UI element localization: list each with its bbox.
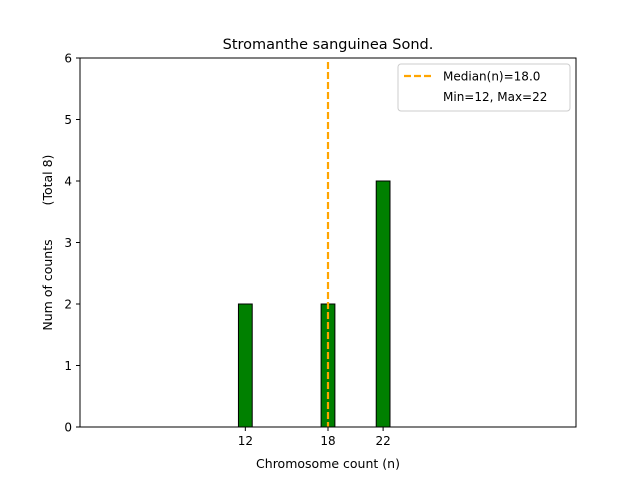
- bar-12: [237, 303, 253, 428]
- legend: Median(n)=18.0 Min=12, Max=22: [397, 63, 571, 112]
- x-tick-label: 22: [375, 434, 390, 448]
- y-tick-label: 6: [64, 52, 72, 66]
- legend-frame: [397, 63, 571, 112]
- y-tick-label: 1: [64, 359, 72, 373]
- bar-22: [375, 180, 391, 428]
- bars: [237, 180, 432, 428]
- y-axis-label-total: (Total 8): [40, 155, 55, 206]
- x-tick-label: 18: [320, 434, 335, 448]
- chart-title: Stromanthe sanguinea Sond.: [223, 37, 434, 53]
- y-tick-label: 0: [64, 421, 72, 435]
- legend-median-label: Median(n)=18.0: [443, 70, 540, 84]
- x-axis-ticks: 12 18 22: [238, 427, 391, 448]
- y-axis-ticks: 0 1 2 3 4 5 6: [64, 52, 80, 435]
- y-tick-label: 4: [64, 175, 72, 189]
- y-tick-label: 5: [64, 113, 72, 127]
- x-tick-label: 12: [238, 434, 253, 448]
- y-tick-label: 3: [64, 236, 72, 250]
- y-axis-label: Num of counts: [40, 239, 55, 330]
- legend-range-label: Min=12, Max=22: [443, 90, 547, 104]
- x-axis-label: Chromosome count (n): [256, 456, 400, 471]
- y-tick-label: 2: [64, 298, 72, 312]
